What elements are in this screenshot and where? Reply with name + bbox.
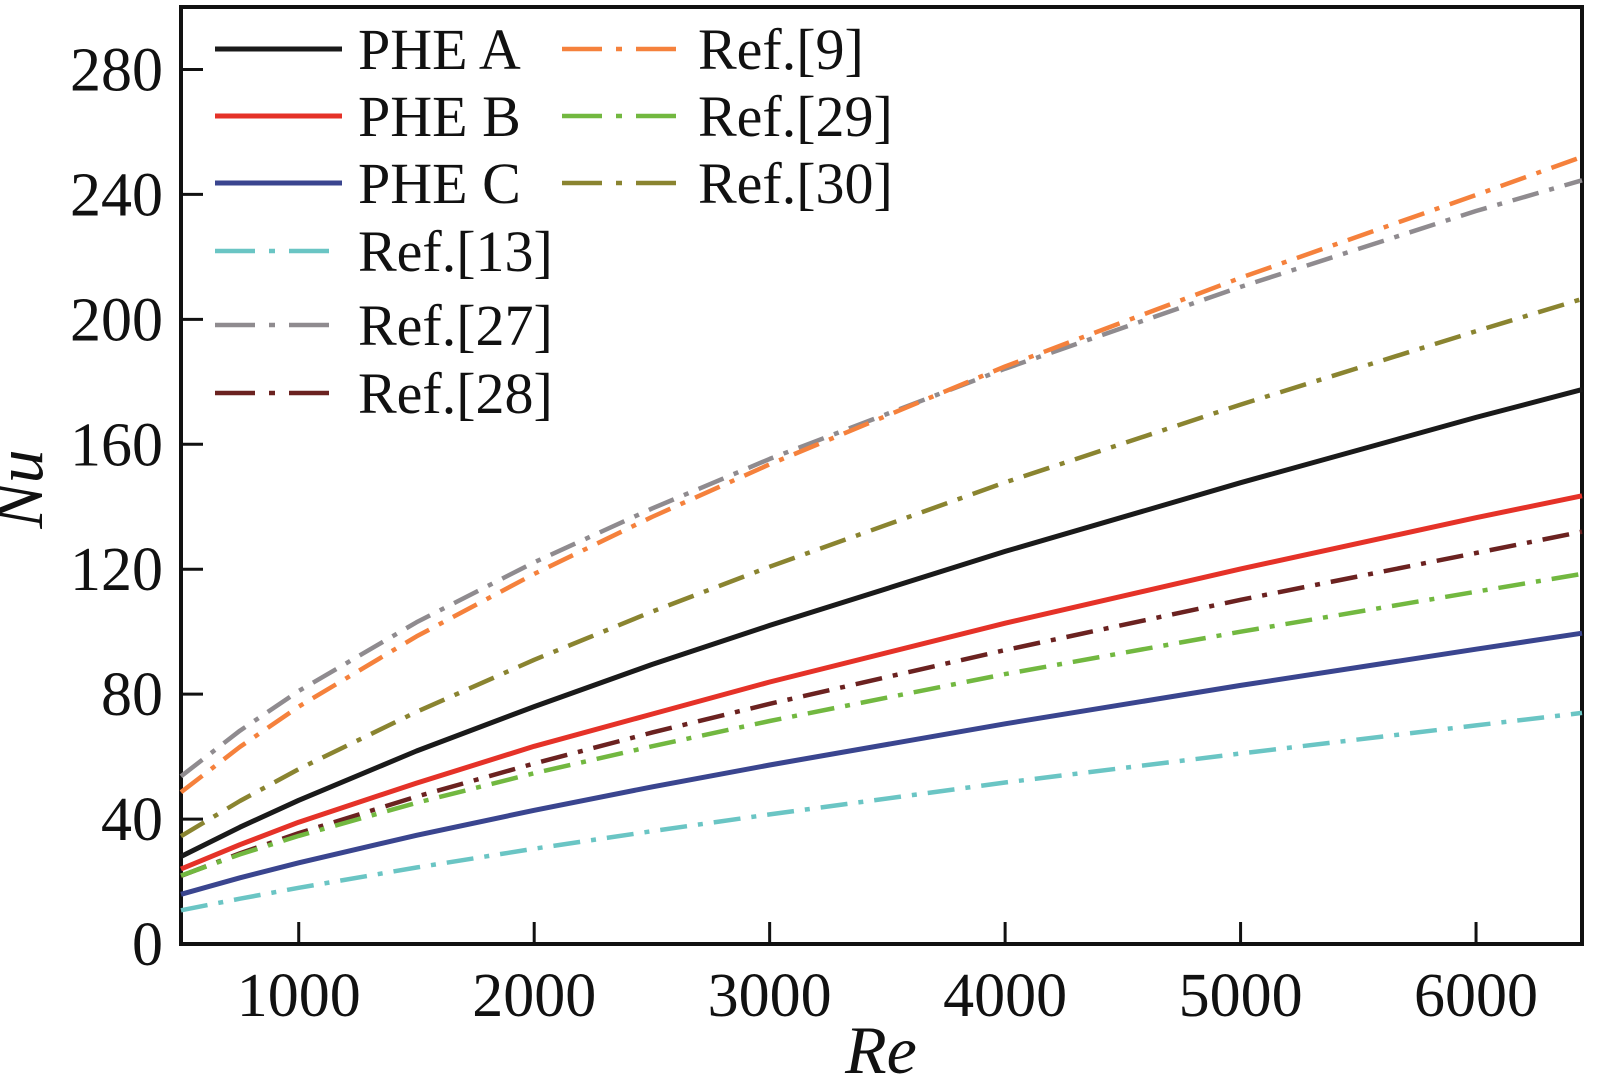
series-line-phe-b bbox=[180, 493, 1583, 872]
legend-label-ref-29: Ref.[29] bbox=[698, 84, 893, 149]
y-tick-label: 240 bbox=[70, 161, 163, 229]
plot-border-box bbox=[179, 5, 1584, 946]
series-line-phe-c bbox=[180, 630, 1583, 897]
x-tick-label: 1000 bbox=[237, 962, 361, 1030]
axis-tick-labels: 1000 2000 3000 4000 5000 6000 0 40 80 120 160 200 24… bbox=[70, 36, 1538, 1030]
plot-border bbox=[179, 5, 1584, 946]
x-tick-label: 5000 bbox=[1179, 962, 1303, 1030]
y-axis-title: Nu bbox=[0, 449, 57, 529]
x-tick-label: 6000 bbox=[1414, 962, 1538, 1030]
y-tick-label: 40 bbox=[101, 786, 163, 854]
series-line-ref-13 bbox=[180, 710, 1583, 913]
legend-label-ref-28: Ref.[28] bbox=[358, 361, 553, 426]
legend-label-ref-13: Ref.[13] bbox=[358, 219, 553, 284]
y-tick-label: 280 bbox=[70, 36, 163, 104]
series-line-ref-9 bbox=[179, 154, 1583, 794]
y-tick-label: 120 bbox=[70, 536, 163, 604]
series-line-ref-30 bbox=[179, 296, 1583, 839]
y-tick-label: 160 bbox=[70, 411, 163, 479]
x-tick-label: 4000 bbox=[943, 962, 1067, 1030]
y-tick-label: 0 bbox=[132, 911, 163, 979]
x-tick-label: 3000 bbox=[708, 962, 832, 1030]
legend-label-ref-9: Ref.[9] bbox=[698, 17, 864, 82]
x-axis-title: Re bbox=[844, 1012, 917, 1088]
y-tick-label: 200 bbox=[70, 286, 163, 354]
y-tick-label: 80 bbox=[101, 661, 163, 729]
legend-label-ref-27: Ref.[27] bbox=[358, 293, 553, 358]
x-tick-label: 2000 bbox=[472, 962, 596, 1030]
series-line-ref-28 bbox=[180, 529, 1583, 879]
legend-label-phe-b: PHE B bbox=[358, 84, 521, 149]
series-line-phe-a bbox=[179, 387, 1583, 859]
legend-label-phe-c: PHE C bbox=[358, 151, 521, 216]
series-lines bbox=[179, 154, 1583, 913]
series-line-ref-27 bbox=[179, 178, 1583, 779]
axis-ticks bbox=[181, 67, 1478, 946]
legend-label-ref-30: Ref.[30] bbox=[698, 151, 893, 216]
legend-label-phe-a: PHE A bbox=[358, 17, 521, 82]
series-line-ref-29 bbox=[180, 571, 1583, 878]
